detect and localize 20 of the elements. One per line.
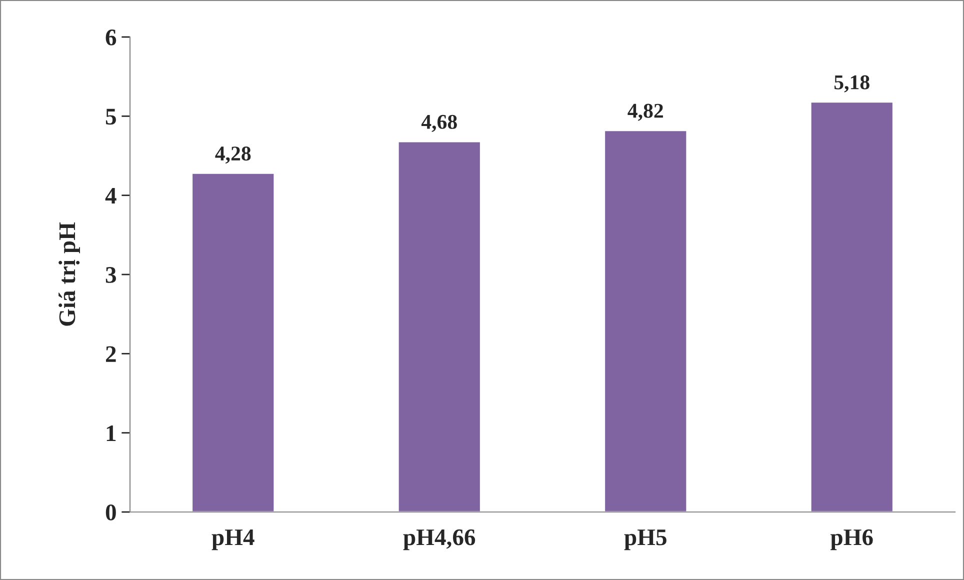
y-tick-label: 6 xyxy=(106,30,116,46)
x-tick-label: pH5 xyxy=(624,530,666,550)
data-label: 4,82 xyxy=(628,104,663,121)
x-tick-label: pH4 xyxy=(212,530,254,550)
y-tick-label: 5 xyxy=(106,108,116,125)
bar xyxy=(191,172,276,512)
y-tick-label: 2 xyxy=(106,346,116,362)
y-tick-label: 0 xyxy=(106,504,116,520)
y-tick-label: 3 xyxy=(106,267,116,283)
x-tick-label: pH6 xyxy=(830,529,873,550)
y-tick-label: 1 xyxy=(106,425,116,442)
bar xyxy=(810,101,894,512)
data-label: 4,68 xyxy=(421,114,457,132)
data-label: 5,18 xyxy=(834,75,870,92)
bar xyxy=(397,140,482,512)
data-label: 4,28 xyxy=(215,146,251,164)
bar xyxy=(604,130,688,512)
y-axis-title: Giá trị pH xyxy=(58,222,80,326)
x-tick-label: pH4,66 xyxy=(403,529,476,550)
y-tick-label: 4 xyxy=(105,188,116,204)
